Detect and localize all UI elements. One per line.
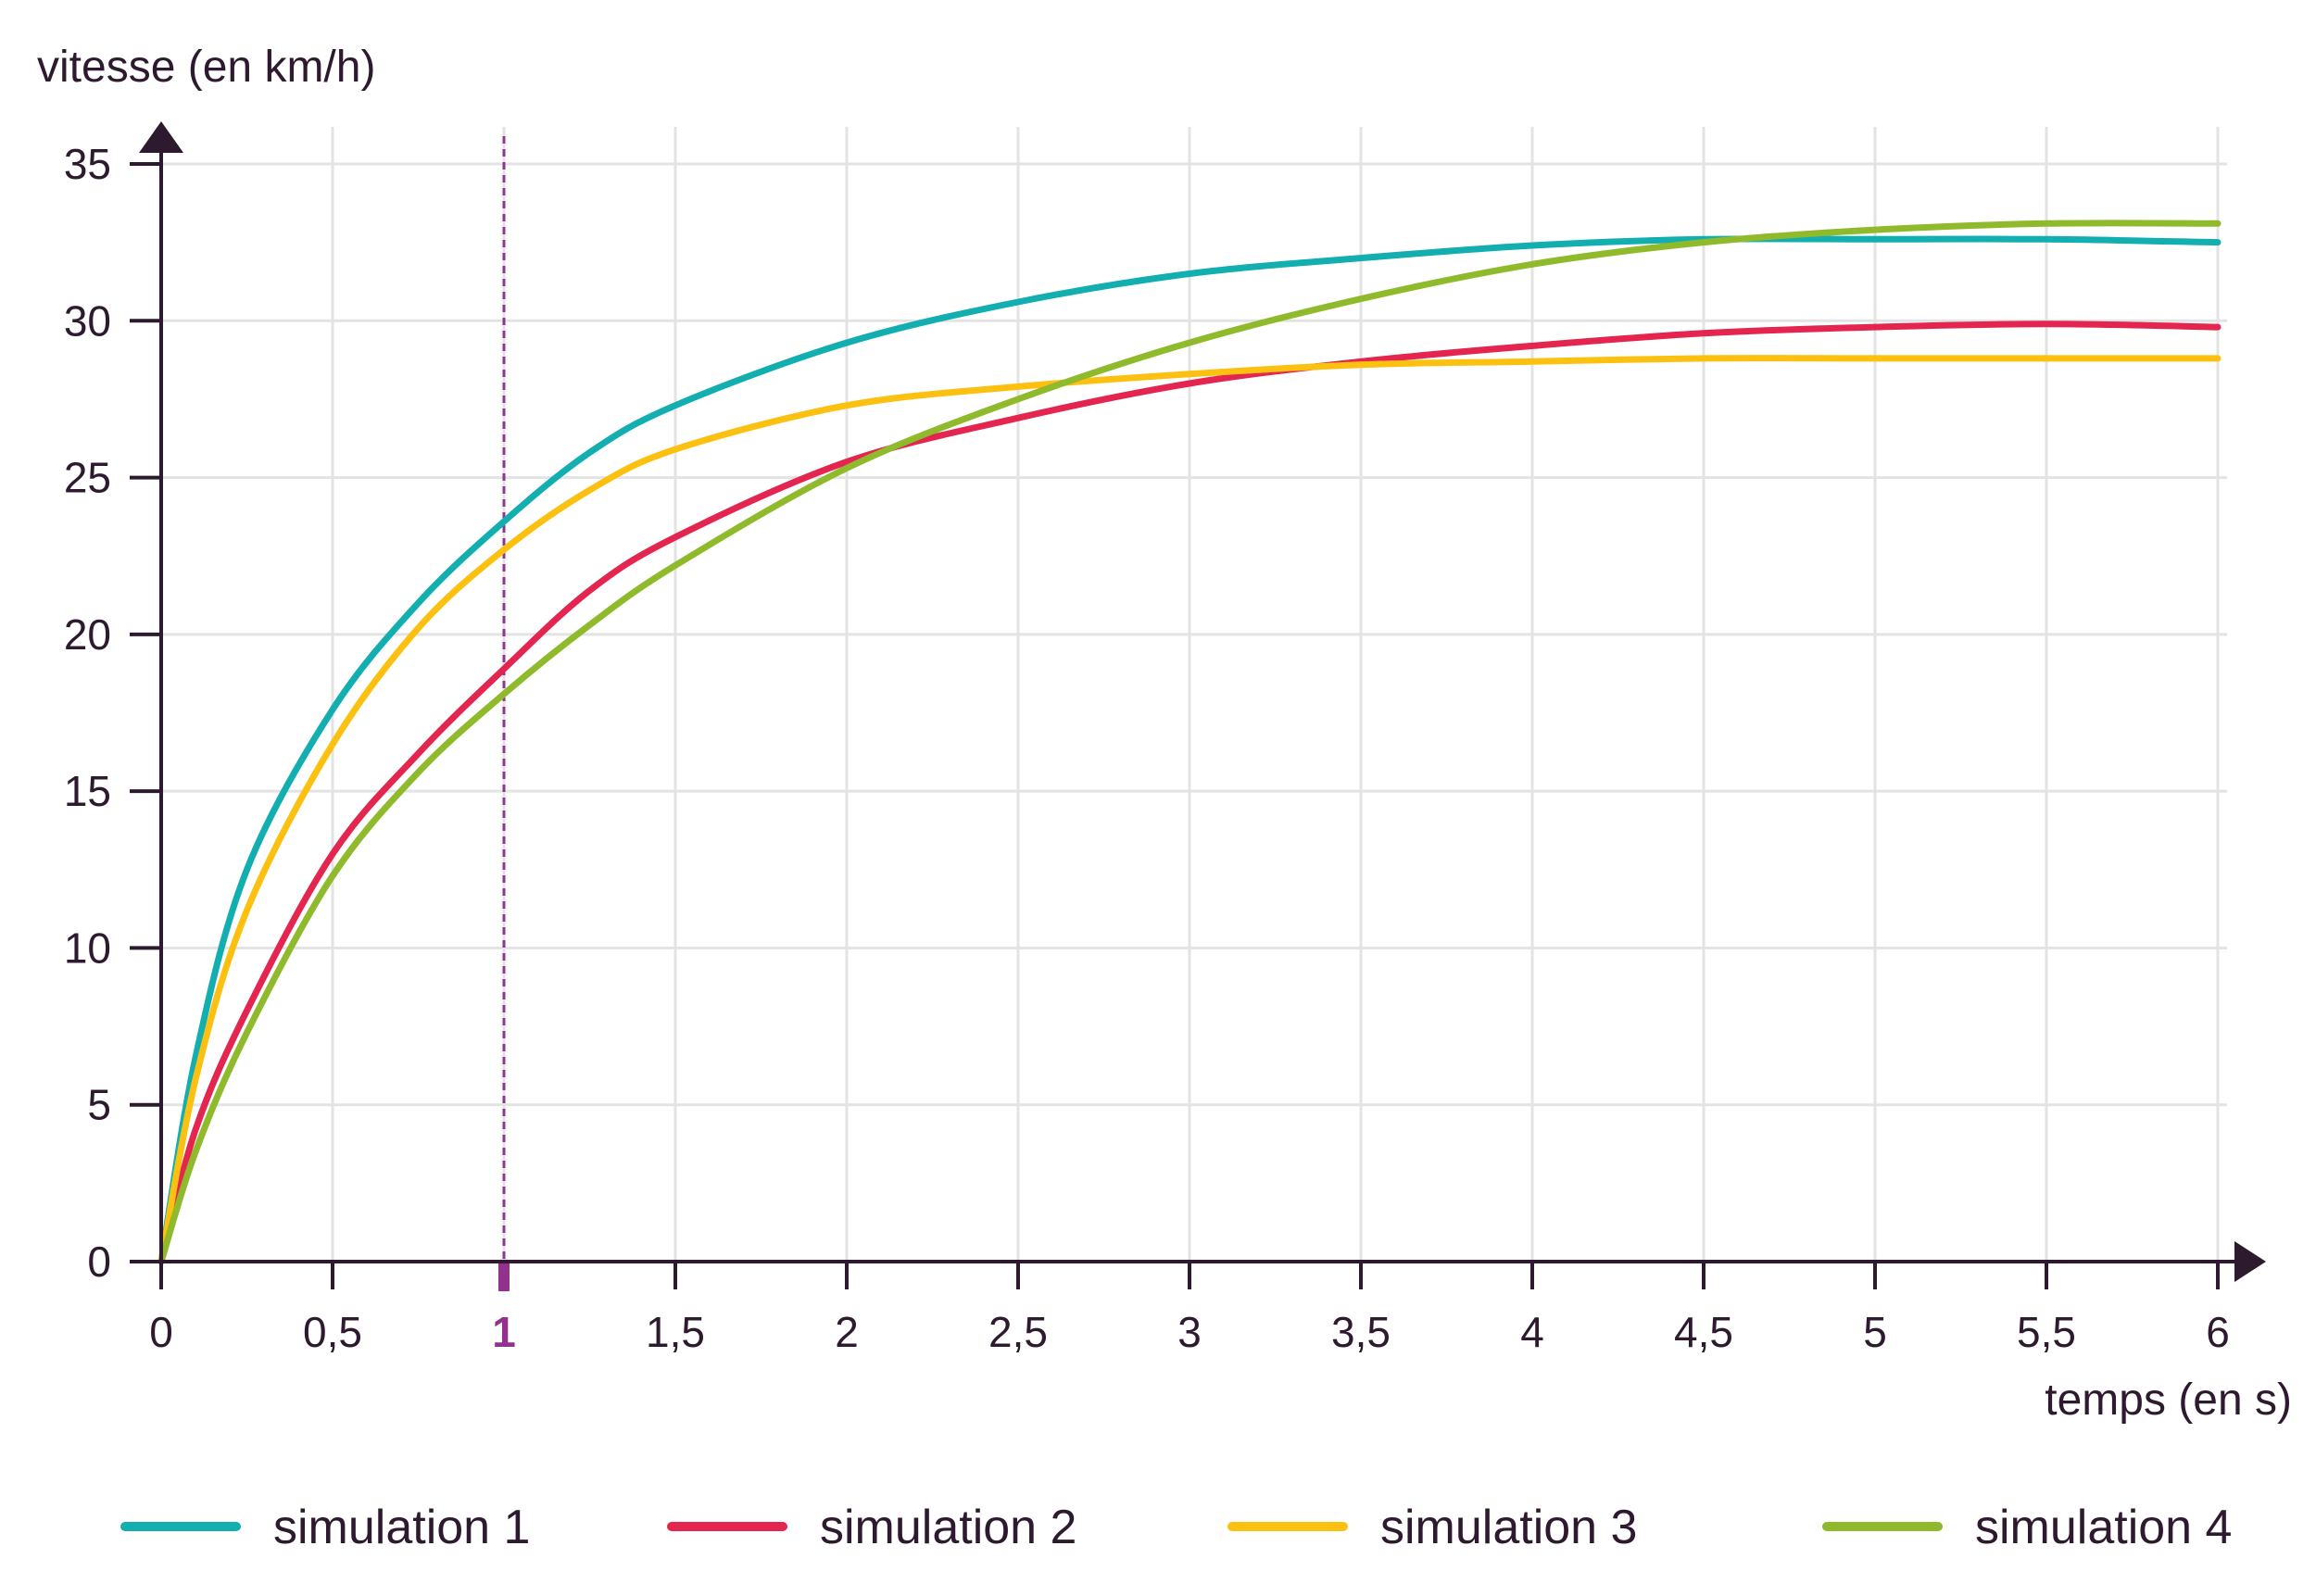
x-tick-label-highlight: 1 [492,1308,516,1356]
x-tick-label: 4,5 [1674,1308,1733,1356]
y-tick-label: 5 [87,1081,111,1129]
y-axis-arrow [139,121,183,153]
legend-label: simulation 2 [820,1501,1076,1554]
x-tick-label: 6 [2206,1308,2230,1356]
x-tick-label: 0,5 [303,1308,362,1356]
series-line-simulation-4 [157,220,2222,1265]
legend: simulation 1 simulation 2 simulation 3 simu… [120,1501,2232,1554]
series-line-simulation-3 [157,355,2222,1265]
axes [130,121,2266,1289]
legend-label: simulation 4 [1975,1501,2232,1554]
legend-label: simulation 1 [273,1501,530,1554]
y-tick-label: 0 [87,1238,111,1286]
grid [161,127,2227,1262]
y-tick-label: 15 [64,767,111,815]
y-tick-label: 20 [64,610,111,659]
x-tick-label: 2 [835,1308,859,1356]
y-tick-label: 25 [64,454,111,502]
x-tick-label: 2,5 [988,1308,1048,1356]
y-tick-label: 35 [64,140,111,188]
x-tick-label: 4 [1520,1308,1544,1356]
series-lines [157,220,2222,1265]
x-tick-label: 0 [149,1308,173,1356]
tick-labels: 0 5 10 15 20 25 30 35 0 0,5 1 1,5 2 2,5 3 3,5 4 4,5 5 5,5 6 [64,140,2230,1356]
x-tick-label: 1,5 [646,1308,705,1356]
legend-label: simulation 3 [1380,1501,1637,1554]
x-tick-label: 3 [1177,1308,1202,1356]
y-tick-label: 30 [64,296,111,345]
y-tick-label: 10 [64,924,111,972]
x-tick-label: 3,5 [1331,1308,1391,1356]
x-axis-title: temps (en s) [2045,1376,2292,1425]
x-tick-label: 5,5 [2017,1308,2076,1356]
highlight-marker [498,136,510,1291]
highlight-tick-mark [498,1260,510,1291]
y-axis-title: vitesse (en km/h) [37,43,375,92]
x-tick-label: 5 [1863,1308,1887,1356]
x-axis-arrow [2234,1241,2266,1282]
